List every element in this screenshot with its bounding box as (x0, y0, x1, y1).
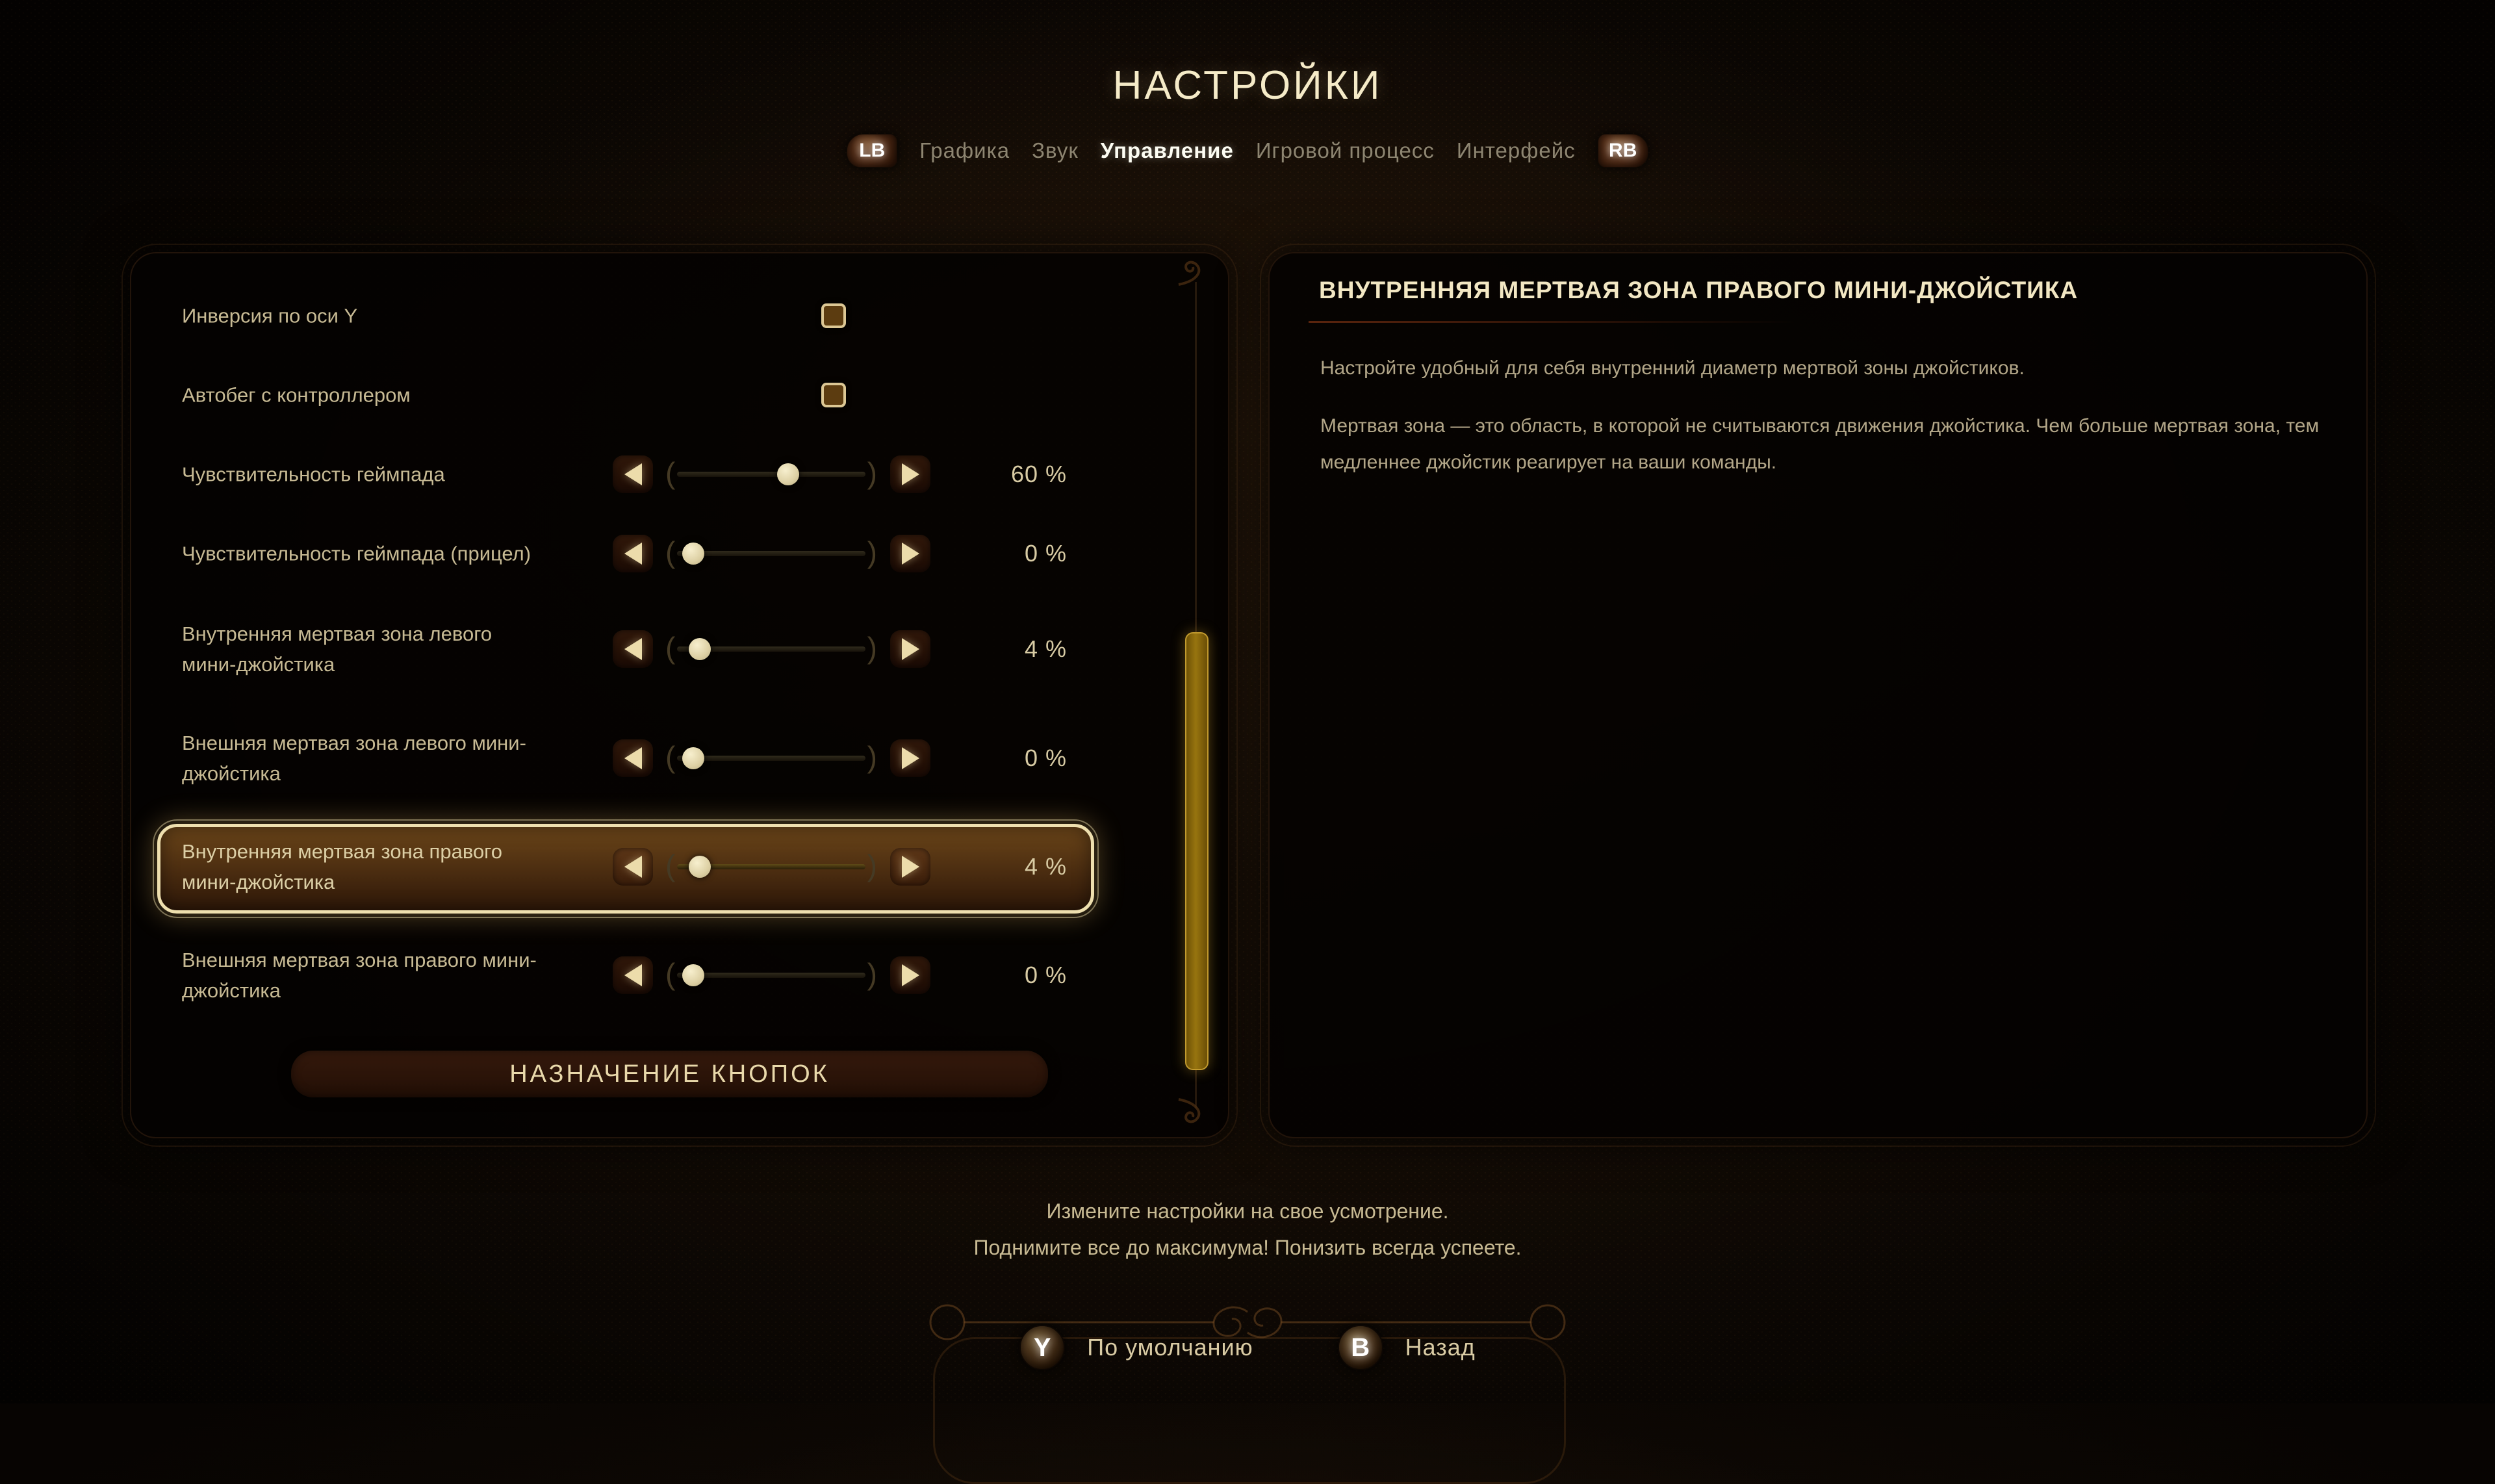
tab-graphics[interactable]: Графика (919, 138, 1010, 162)
tab-controls[interactable]: Управление (1100, 138, 1234, 162)
slider-value: 60 % (1010, 461, 1067, 487)
slider-track[interactable]: () (665, 956, 877, 991)
back-button[interactable]: B Назад (1337, 1325, 1476, 1370)
arrow-right-icon (901, 747, 919, 769)
arrow-left-icon (624, 856, 642, 878)
row-label: Внутренняя мертвая зона левого мини-джой… (182, 622, 493, 676)
arrow-left-icon (624, 463, 642, 485)
decrease-arrow-button[interactable] (613, 630, 653, 668)
description-paragraph: Настройте удобный для себя внутренний ди… (1320, 357, 2025, 379)
decrease-arrow-button[interactable] (613, 739, 653, 777)
row-invert-y-axis[interactable]: Инверсия по оси Y (131, 270, 1228, 361)
arrow-right-icon (901, 856, 919, 878)
page-title: НАСТРОЙКИ (1112, 63, 1383, 108)
row-label: Внешняя мертвая зона левого мини-джойсти… (182, 732, 526, 785)
slider-track[interactable]: () (665, 630, 877, 665)
row-gamepad-sensitivity[interactable]: Чувствительность геймпада () 60 % (131, 429, 1228, 520)
arrow-right-icon (901, 543, 919, 565)
increase-arrow-button[interactable] (890, 956, 930, 994)
slider-track[interactable]: () (665, 848, 877, 882)
autorun-checkbox[interactable] (821, 383, 846, 407)
button-remapping-button[interactable]: НАЗНАЧЕНИЕ КНОПОК (291, 1051, 1048, 1097)
arrow-right-icon (901, 638, 919, 660)
slider-thumb[interactable] (682, 964, 704, 986)
slider-track[interactable]: () (665, 739, 877, 774)
row-label: Инверсия по оси Y (182, 304, 358, 327)
slider-track[interactable]: () (665, 535, 877, 569)
scroll-ornament-icon (1178, 1098, 1201, 1123)
slider-thumb[interactable] (688, 856, 711, 878)
hint-line: Измените настройки на свое усмотрение. (1046, 1199, 1449, 1223)
arrow-left-icon (624, 747, 642, 769)
defaults-label: По умолчанию (1087, 1334, 1253, 1361)
increase-arrow-button[interactable] (890, 630, 930, 668)
lb-bumper-icon[interactable]: LB (847, 134, 898, 168)
scrollbar-thumb[interactable] (1185, 632, 1209, 1070)
description-title: ВНУТРЕННЯЯ МЕРТВАЯ ЗОНА ПРАВОГО МИНИ-ДЖО… (1319, 277, 2079, 303)
footer-buttons: Y По умолчанию B Назад (0, 1322, 2495, 1374)
row-label: Автобег с контроллером (182, 383, 411, 407)
scroll-ornament-icon (1178, 261, 1201, 286)
row-label: Внутренняя мертвая зона правого мини-джо… (182, 840, 503, 893)
back-label: Назад (1405, 1334, 1476, 1361)
row-label: Чувствительность геймпада (182, 463, 445, 486)
slider-value: 4 % (1024, 635, 1067, 662)
row-outer-deadzone-right-stick[interactable]: Внешняя мертвая зона правого мини-джойст… (131, 930, 1228, 1021)
row-label: Чувствительность геймпада (прицел) (182, 542, 531, 565)
slider-thumb[interactable] (682, 543, 704, 565)
increase-arrow-button[interactable] (890, 455, 930, 493)
slider-thumb[interactable] (777, 463, 800, 485)
row-gamepad-sensitivity-aim[interactable]: Чувствительность геймпада (прицел) () 0 … (131, 508, 1228, 599)
row-inner-deadzone-left-stick[interactable]: Внутренняя мертвая зона левого мини-джой… (131, 604, 1228, 695)
decrease-arrow-button[interactable] (613, 455, 653, 493)
increase-arrow-button[interactable] (890, 848, 930, 886)
row-outer-deadzone-left-stick[interactable]: Внешняя мертвая зона левого мини-джойсти… (131, 713, 1228, 804)
row-inner-deadzone-right-stick[interactable]: Внутренняя мертвая зона правого мини-джо… (131, 819, 1228, 918)
tab-interface[interactable]: Интерфейс (1456, 138, 1576, 162)
gamepad-b-icon: B (1337, 1325, 1383, 1370)
title-divider (1309, 321, 1958, 323)
divider-ornament-icon (929, 1304, 1566, 1340)
tab-bar: LB Графика Звук Управление Игровой проце… (0, 134, 2495, 168)
gamepad-y-icon: Y (1019, 1325, 1066, 1370)
arrow-right-icon (901, 964, 919, 986)
description-paragraph: Мертвая зона — это область, в которой не… (1320, 415, 2320, 473)
slider-thumb[interactable] (682, 747, 704, 769)
rb-bumper-icon[interactable]: RB (1597, 134, 1648, 168)
arrow-left-icon (624, 638, 642, 660)
slider-thumb[interactable] (688, 638, 711, 660)
arrow-right-icon (901, 463, 919, 485)
decrease-arrow-button[interactable] (613, 848, 653, 886)
slider-value: 0 % (1024, 540, 1067, 567)
footer-hints: Измените настройки на свое усмотрение. П… (0, 1193, 2495, 1266)
defaults-button[interactable]: Y По умолчанию (1019, 1325, 1253, 1370)
row-autorun-controller[interactable]: Автобег с контроллером (131, 350, 1228, 441)
row-label: Внешняя мертвая зона правого мини-джойст… (182, 949, 537, 1002)
invert-y-checkbox[interactable] (821, 303, 846, 328)
slider-value: 0 % (1024, 745, 1067, 771)
tab-gameplay[interactable]: Игровой процесс (1255, 138, 1435, 162)
slider-value: 4 % (1024, 853, 1067, 880)
decrease-arrow-button[interactable] (613, 956, 653, 994)
arrow-left-icon (624, 543, 642, 565)
description-panel: ВНУТРЕННЯЯ МЕРТВАЯ ЗОНА ПРАВОГО МИНИ-ДЖО… (1260, 244, 2376, 1147)
increase-arrow-button[interactable] (890, 739, 930, 777)
tab-sound[interactable]: Звук (1032, 138, 1079, 162)
selected-row-highlight (153, 819, 1099, 918)
hint-line: Поднимите все до максимума! Понизить все… (973, 1236, 1522, 1259)
controls-settings-panel: Инверсия по оси Y Автобег с контроллером… (122, 244, 1238, 1147)
decrease-arrow-button[interactable] (613, 535, 653, 572)
increase-arrow-button[interactable] (890, 535, 930, 572)
slider-track[interactable]: () (665, 455, 877, 490)
slider-value: 0 % (1024, 962, 1067, 988)
arrow-left-icon (624, 964, 642, 986)
